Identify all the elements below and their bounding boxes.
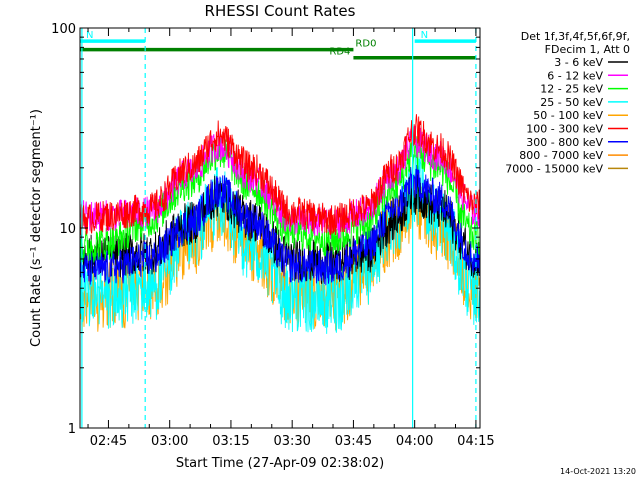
annotation-layer: N N RD0 RD4 [80, 30, 476, 60]
legend-entry-label: 800 - 7000 keV [519, 149, 603, 162]
x-tick-label: 03:15 [212, 434, 249, 449]
legend-entry-label: 7000 - 15000 keV [505, 162, 603, 175]
annotation-label: N [86, 30, 93, 41]
chart-title: RHESSI Count Rates [205, 2, 356, 20]
legend-entry-label: 12 - 25 keV [540, 83, 603, 96]
annotation-label: N [421, 30, 428, 41]
series-line [79, 114, 481, 236]
footer-timestamp: 14-Oct-2021 13:20 [560, 467, 636, 476]
annotation-label: RD4 [329, 47, 350, 58]
legend-header: FDecim 1, Att 0 [545, 43, 630, 56]
series-layer [79, 114, 481, 334]
annotation-label: RD0 [355, 39, 376, 50]
series-line [79, 164, 481, 286]
legend-entry-label: 300 - 800 keV [526, 136, 603, 149]
legend-entry-label: 25 - 50 keV [540, 96, 603, 109]
x-tick-label: 03:45 [335, 434, 372, 449]
legend-entry-label: 50 - 100 keV [533, 109, 603, 122]
y-tick-label: 1 [68, 422, 76, 437]
vertical-marker-layer [81, 28, 477, 428]
x-tick-label: 03:30 [273, 434, 310, 449]
x-tick-label: 04:00 [396, 434, 433, 449]
x-tick-label: 02:45 [90, 434, 127, 449]
x-tick-label: 04:15 [457, 434, 494, 449]
legend: Det 1f,3f,4f,5f,6f,9f,FDecim 1, Att 03 -… [505, 30, 630, 175]
x-tick-label: 03:00 [151, 434, 188, 449]
y-axis: 1 10 100 [51, 22, 480, 437]
y-axis-label: Count Rate (s⁻¹ detector segment⁻¹) [29, 109, 44, 347]
legend-entry-label: 3 - 6 keV [554, 56, 603, 69]
x-axis-label: Start Time (27-Apr-09 02:38:02) [176, 456, 384, 471]
y-tick-label: 100 [51, 22, 76, 37]
legend-entry-label: 6 - 12 keV [547, 69, 603, 82]
x-axis: 02:45 03:00 03:15 03:30 03:45 04:00 04:15 [87, 28, 495, 449]
y-tick-label: 10 [59, 222, 76, 237]
legend-entry-label: 100 - 300 keV [526, 123, 603, 136]
legend-header: Det 1f,3f,4f,5f,6f,9f, [521, 30, 630, 43]
